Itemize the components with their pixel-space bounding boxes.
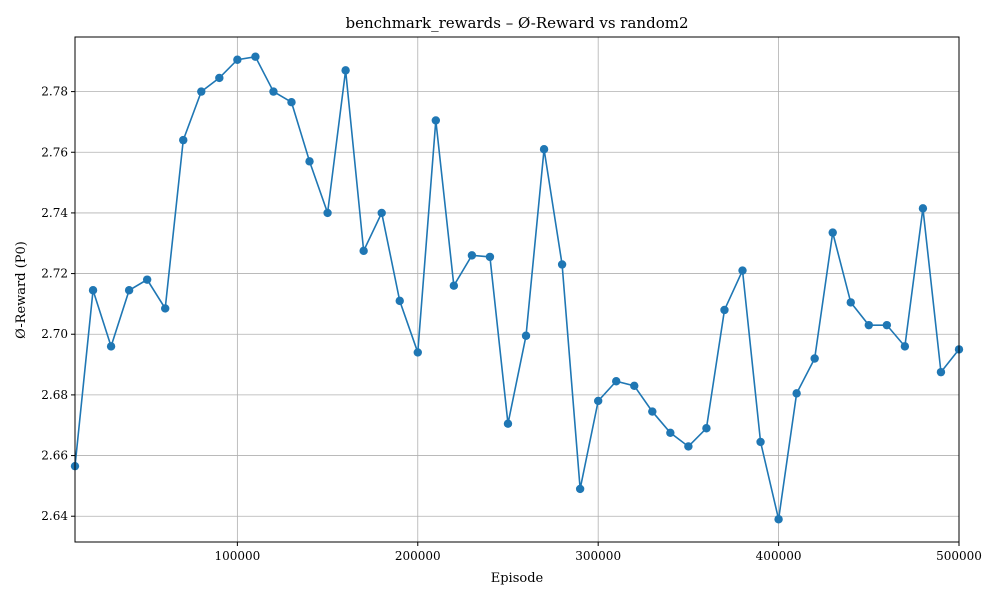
data-point xyxy=(792,389,801,398)
data-point xyxy=(882,320,892,330)
data-point xyxy=(720,305,729,315)
x-axis-label: Episode xyxy=(491,571,544,586)
data-point xyxy=(377,208,386,218)
data-point xyxy=(539,145,549,154)
tick-layer: 100000 200000 300000 400000 500000 2.64 2.66 2.… xyxy=(41,85,982,563)
data-point xyxy=(287,98,296,107)
data-point xyxy=(756,437,765,447)
data-point xyxy=(467,251,477,260)
chart-title: benchmark_rewards – Ø-Reward vs random2 xyxy=(346,14,689,32)
data-point xyxy=(593,396,603,406)
data-point xyxy=(341,66,350,75)
data-point xyxy=(413,348,422,357)
y-tick-label: 2.68 xyxy=(41,388,68,402)
x-tick-label: 300000 xyxy=(575,549,621,563)
x-tick-label: 500000 xyxy=(936,549,982,563)
data-point xyxy=(846,298,855,307)
data-point xyxy=(106,342,116,351)
data-point xyxy=(648,407,657,416)
axes-frame xyxy=(74,36,960,543)
series-layer xyxy=(70,52,964,524)
data-point xyxy=(142,275,152,284)
y-tick-label: 2.66 xyxy=(41,449,68,463)
data-point xyxy=(88,286,98,295)
data-point xyxy=(774,515,783,524)
data-point xyxy=(666,428,675,438)
data-point xyxy=(359,246,368,256)
y-tick-label: 2.72 xyxy=(41,267,68,281)
data-point xyxy=(449,281,459,290)
data-point xyxy=(395,296,404,306)
series-line xyxy=(74,55,960,520)
data-point xyxy=(521,331,531,340)
data-point xyxy=(197,87,206,96)
data-point xyxy=(900,342,910,351)
y-tick-label: 2.70 xyxy=(41,327,68,341)
data-point xyxy=(124,286,134,295)
data-point xyxy=(864,320,873,330)
data-point xyxy=(305,157,314,166)
data-point xyxy=(702,424,711,433)
data-point xyxy=(251,52,260,61)
data-point xyxy=(485,252,495,262)
data-point xyxy=(810,354,819,363)
data-point xyxy=(161,304,170,313)
x-tick-label: 400000 xyxy=(756,549,802,563)
data-point xyxy=(918,204,928,213)
data-point xyxy=(269,87,278,96)
data-point xyxy=(684,442,693,451)
y-tick-label: 2.64 xyxy=(41,509,68,523)
y-tick-label: 2.76 xyxy=(41,145,68,159)
data-point xyxy=(828,228,837,237)
x-tick-label: 200000 xyxy=(395,549,441,563)
grid xyxy=(75,37,960,542)
data-point xyxy=(233,55,242,64)
data-point xyxy=(936,367,946,377)
data-point xyxy=(630,381,639,390)
data-point xyxy=(575,484,585,494)
data-point xyxy=(323,208,332,218)
y-axis-label: Ø-Reward (P0) xyxy=(14,241,29,339)
data-point xyxy=(612,377,621,386)
plot-frame xyxy=(74,36,960,543)
y-tick-label: 2.78 xyxy=(41,85,68,99)
x-tick-label: 100000 xyxy=(214,549,260,563)
data-point xyxy=(738,266,747,275)
y-tick-label: 2.74 xyxy=(41,206,68,220)
data-point xyxy=(431,116,441,125)
data-point xyxy=(179,135,188,145)
data-point xyxy=(503,419,513,428)
data-point xyxy=(557,260,567,269)
data-point xyxy=(215,73,224,83)
